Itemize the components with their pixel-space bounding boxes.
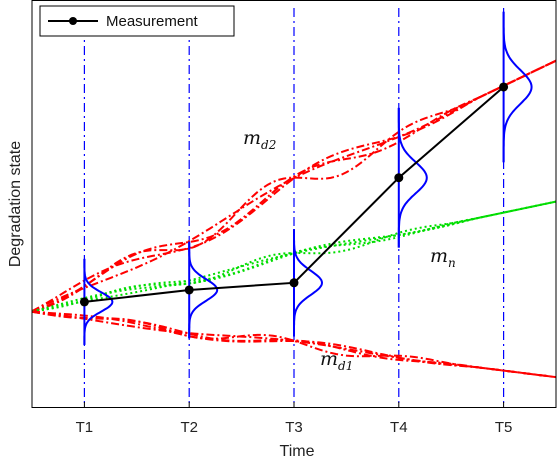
trend-strand-d1-3 [31,310,557,379]
x-tick-label-T4: T4 [390,419,408,436]
measurement-point-4 [394,173,404,183]
x-axis-label: Time [280,443,315,460]
annotation-main-n: m [430,245,448,267]
legend-label-measurement: Measurement [106,13,199,30]
trend-strand-n-3 [31,200,557,313]
annotation-main-d2: m [243,127,261,149]
annotation-m-n: mn [430,245,456,270]
annotation-main-d1: m [320,348,338,370]
measurement-point-5 [499,82,509,92]
measurement-point-2 [184,285,194,295]
legend: Measurement [39,5,235,37]
vertical-guides [83,8,505,407]
plot-frame [31,0,557,408]
x-tick-label-T1: T1 [76,419,94,436]
annotation-sub-n: n [448,256,456,270]
trend-strand-d2-4 [31,59,557,314]
annotation-sub-d1: d1 [338,359,353,373]
trend-lines [31,59,557,379]
trend-strand-d1-4 [31,310,557,379]
x-tick-label-T2: T2 [180,419,198,436]
x-tick-label-T3: T3 [285,419,303,436]
x-tick-label-T5: T5 [495,419,513,436]
annotation-sub-d2: d2 [261,138,276,152]
x-axis-ticks: T1 T2 T3 T4 T5 [76,402,513,436]
measurement-point-1 [79,297,89,307]
measurement-point-3 [289,278,299,288]
annotation-m-d2: md2 [243,127,276,152]
y-axis-label: Degradation state [7,141,24,267]
trend-strand-d2-1 [31,59,557,313]
annotation-m-d1: md1 [320,348,353,373]
legend-marker [69,17,77,25]
measurement-series [79,82,509,307]
